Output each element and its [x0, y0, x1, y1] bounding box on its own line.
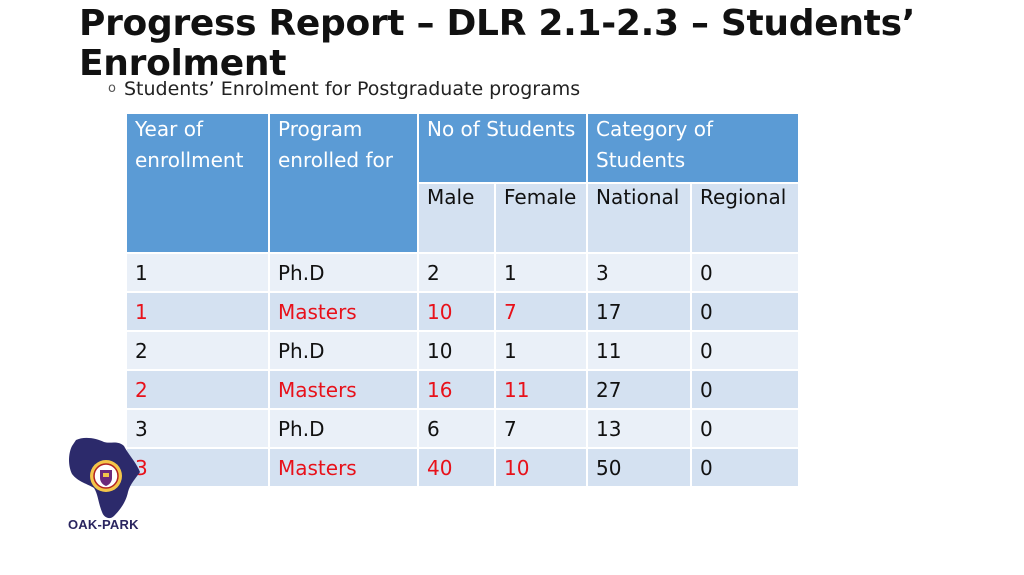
cell-male: 6 — [417, 408, 496, 449]
table-row: 3 Ph.D 6 7 13 0 — [125, 408, 800, 449]
cell-regional: 0 — [690, 408, 800, 449]
cell-male: 10 — [417, 291, 496, 332]
cell-female: 7 — [494, 408, 588, 449]
cell-male: 16 — [417, 369, 496, 410]
header-male: Male — [417, 182, 496, 254]
subtitle: o Students’ Enrolment for Postgraduate pr… — [108, 78, 580, 100]
header-regional: Regional — [690, 182, 800, 254]
table-row: 1 Ph.D 2 1 3 0 — [125, 252, 800, 293]
cell-female: 10 — [494, 447, 588, 488]
cell-female: 1 — [494, 330, 588, 371]
cell-program: Ph.D — [268, 330, 419, 371]
cell-national: 27 — [586, 369, 692, 410]
table-body: 1 Ph.D 2 1 3 0 1 Masters 10 7 17 0 2 Ph.D 10 1 11 0 2 Maste… — [125, 252, 800, 488]
header-year: Year of enrollment — [125, 112, 270, 254]
cell-program: Masters — [268, 291, 419, 332]
cell-regional: 0 — [690, 252, 800, 293]
cell-national: 17 — [586, 291, 692, 332]
header-no-students: No of Students — [417, 112, 588, 184]
cell-female: 1 — [494, 252, 588, 293]
table-row: 3 Masters 40 10 50 0 — [125, 447, 800, 488]
cell-year: 2 — [125, 369, 270, 410]
cell-program: Ph.D — [268, 408, 419, 449]
logo-label: OAK-PARK — [68, 517, 139, 532]
cell-national: 3 — [586, 252, 692, 293]
cell-female: 7 — [494, 291, 588, 332]
cell-program: Masters — [268, 447, 419, 488]
table-row: 2 Ph.D 10 1 11 0 — [125, 330, 800, 371]
cell-program: Ph.D — [268, 252, 419, 293]
cell-year: 3 — [125, 447, 270, 488]
page-title: Progress Report – DLR 2.1-2.3 – Students… — [79, 3, 916, 84]
enrolment-table: Year of enrollment Program enrolled for … — [125, 112, 800, 488]
cell-program: Masters — [268, 369, 419, 410]
header-category: Category of Students — [586, 112, 800, 184]
header-female: Female — [494, 182, 588, 254]
cell-regional: 0 — [690, 291, 800, 332]
cell-national: 13 — [586, 408, 692, 449]
cell-regional: 0 — [690, 447, 800, 488]
cell-year: 2 — [125, 330, 270, 371]
cell-male: 40 — [417, 447, 496, 488]
cell-regional: 0 — [690, 330, 800, 371]
cell-female: 11 — [494, 369, 588, 410]
table-row: 2 Masters 16 11 27 0 — [125, 369, 800, 410]
subtitle-text: Students’ Enrolment for Postgraduate pro… — [123, 78, 581, 100]
cell-year: 3 — [125, 408, 270, 449]
cell-male: 10 — [417, 330, 496, 371]
oak-park-logo-icon — [69, 437, 140, 519]
header-program: Program enrolled for — [268, 112, 419, 254]
bullet-icon: o — [108, 81, 116, 96]
cell-male: 2 — [417, 252, 496, 293]
header-national: National — [586, 182, 692, 254]
cell-year: 1 — [125, 291, 270, 332]
cell-year: 1 — [125, 252, 270, 293]
cell-national: 50 — [586, 447, 692, 488]
cell-regional: 0 — [690, 369, 800, 410]
table-row: 1 Masters 10 7 17 0 — [125, 291, 800, 332]
cell-national: 11 — [586, 330, 692, 371]
